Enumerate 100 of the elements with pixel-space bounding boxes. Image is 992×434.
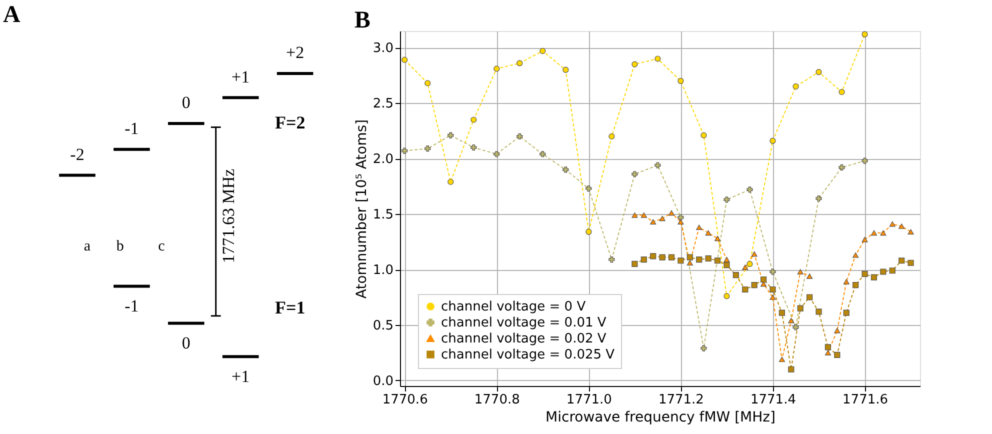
y-tick-label: 0.0 [372,374,394,389]
point [724,196,730,203]
point [788,366,794,372]
point [640,212,647,218]
point [778,356,785,362]
point [608,133,615,140]
point [705,255,712,262]
point [540,151,546,158]
text: 0 [182,334,190,353]
point [742,286,748,293]
point [760,276,767,283]
x-tick-label: 1771.0 [566,392,612,408]
y-tick-label: 2.0 [372,152,394,168]
point [788,318,794,324]
y-axis-title: Atomnumber [10⁵ Atoms] [354,119,370,299]
y-tick-label: 0.5 [372,318,394,334]
point [540,48,546,54]
point [732,272,739,278]
point [724,262,730,268]
text: -1 [124,296,139,316]
point [724,293,730,300]
point [816,308,822,315]
point [678,78,684,84]
point [402,56,408,63]
point [650,253,656,260]
point [696,256,702,263]
point [824,344,832,350]
point [770,138,776,144]
point [654,162,661,168]
text: F=1 [274,298,306,318]
point [870,230,878,236]
point [696,224,702,230]
text: -2 [70,144,84,164]
text: F=2 [274,112,306,132]
point [678,214,684,220]
x-axis-title: Microwave frequency fMW [MHz] [546,410,776,426]
y-tick-label: 3.0 [372,41,394,56]
point [714,236,721,242]
point [834,352,840,358]
point [889,268,896,274]
legend-label: channel voltage = 0.01 V [441,316,606,330]
point [654,56,661,62]
point [678,219,684,224]
point [746,186,753,193]
point [746,260,753,267]
point [678,258,684,264]
point [862,270,868,277]
text: c [158,238,166,255]
text: -1 [124,119,139,138]
point [686,260,693,266]
point [470,144,477,151]
x-tick-label: 1771.6 [842,392,888,408]
chart-title: B [354,7,370,34]
point [424,80,431,86]
point [797,305,804,312]
point [742,264,748,270]
point [770,268,776,275]
point [586,228,592,235]
point [770,294,776,300]
point [586,185,592,192]
point [494,151,500,158]
y-tick-label: 1.5 [372,208,394,223]
point [668,254,675,260]
text: A [3,2,21,28]
point [824,350,832,356]
text: +1 [232,67,250,86]
point [424,146,431,152]
point [448,178,454,185]
point [632,61,638,68]
legend-label: channel voltage = 0.025 V [441,348,615,362]
x-tick-label: 1771.2 [658,392,704,408]
point [516,60,523,66]
point [908,260,914,266]
text: a [84,238,91,255]
point [724,256,730,262]
point [668,210,675,216]
point [852,252,859,258]
point [562,66,569,73]
point [562,166,569,173]
point [659,216,666,222]
point [862,236,868,242]
point [714,258,721,264]
point [632,171,638,178]
point [843,310,850,316]
legend-label: channel voltage = 0.02 V [441,332,606,346]
point [862,158,868,164]
point [751,251,758,257]
point [806,274,813,279]
point [632,260,638,268]
point [470,116,477,123]
point [778,310,785,316]
point [640,256,647,263]
text: 0 [182,93,190,112]
point [516,133,523,140]
point [700,345,707,352]
point [402,148,408,154]
text: +2 [286,43,304,62]
point [448,132,454,138]
text: 1771.63 MHz [219,168,238,264]
point [770,286,776,293]
